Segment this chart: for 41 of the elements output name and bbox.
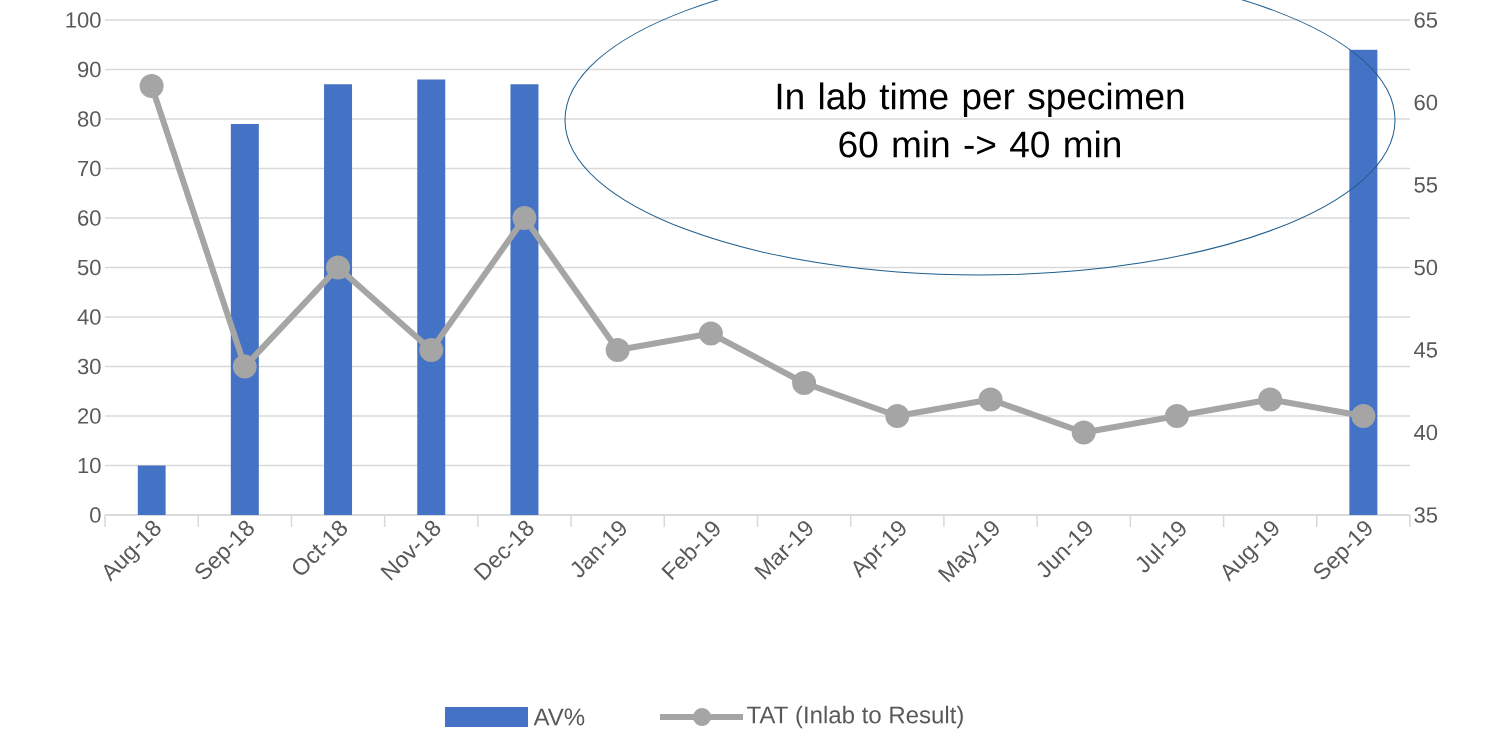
bar bbox=[1349, 49, 1378, 515]
point bbox=[1164, 403, 1189, 428]
y2-tick-label: 40 bbox=[1414, 424, 1438, 441]
y-tick-label: 100 bbox=[66, 12, 101, 28]
point bbox=[605, 337, 630, 362]
point bbox=[885, 403, 910, 428]
point bbox=[1351, 403, 1376, 428]
point bbox=[1071, 420, 1096, 445]
point bbox=[139, 73, 164, 98]
y-tick-label: 50 bbox=[77, 259, 101, 276]
y2-tick-label: 50 bbox=[1414, 259, 1438, 276]
point bbox=[512, 205, 537, 230]
bar bbox=[137, 465, 166, 515]
y-tick-label: 30 bbox=[77, 358, 101, 375]
y2-tick-label: 55 bbox=[1414, 177, 1438, 193]
y-tick-label: 10 bbox=[78, 457, 101, 474]
y2-tick-label: 35 bbox=[1414, 507, 1438, 523]
bar bbox=[324, 84, 353, 515]
point bbox=[698, 321, 723, 346]
point bbox=[326, 255, 351, 280]
bar bbox=[417, 79, 446, 515]
y-tick-label: 60 bbox=[78, 210, 101, 226]
bar bbox=[230, 123, 259, 515]
point bbox=[419, 337, 444, 362]
legend-label: AV% bbox=[533, 708, 585, 726]
y-tick-label: 90 bbox=[78, 61, 101, 78]
y-tick-label: 80 bbox=[77, 111, 101, 127]
y2-tick-label: 45 bbox=[1414, 342, 1438, 358]
point bbox=[232, 354, 257, 379]
annotation: In lab time per specimen 60 min -> 40 min bbox=[777, 82, 1184, 158]
y2-tick-label: 60 bbox=[1414, 94, 1438, 111]
legend-label: TAT (Inlab to Result) bbox=[747, 705, 963, 729]
y-tick-label: 0 bbox=[90, 507, 101, 523]
y-tick-label: 40 bbox=[77, 309, 101, 325]
y-tick-label: 70 bbox=[78, 160, 101, 177]
point bbox=[792, 370, 817, 395]
point bbox=[978, 387, 1003, 412]
y2-tick-label: 65 bbox=[1414, 12, 1438, 28]
point bbox=[1258, 387, 1283, 412]
y-tick-label: 20 bbox=[78, 408, 101, 424]
bar bbox=[510, 84, 539, 515]
